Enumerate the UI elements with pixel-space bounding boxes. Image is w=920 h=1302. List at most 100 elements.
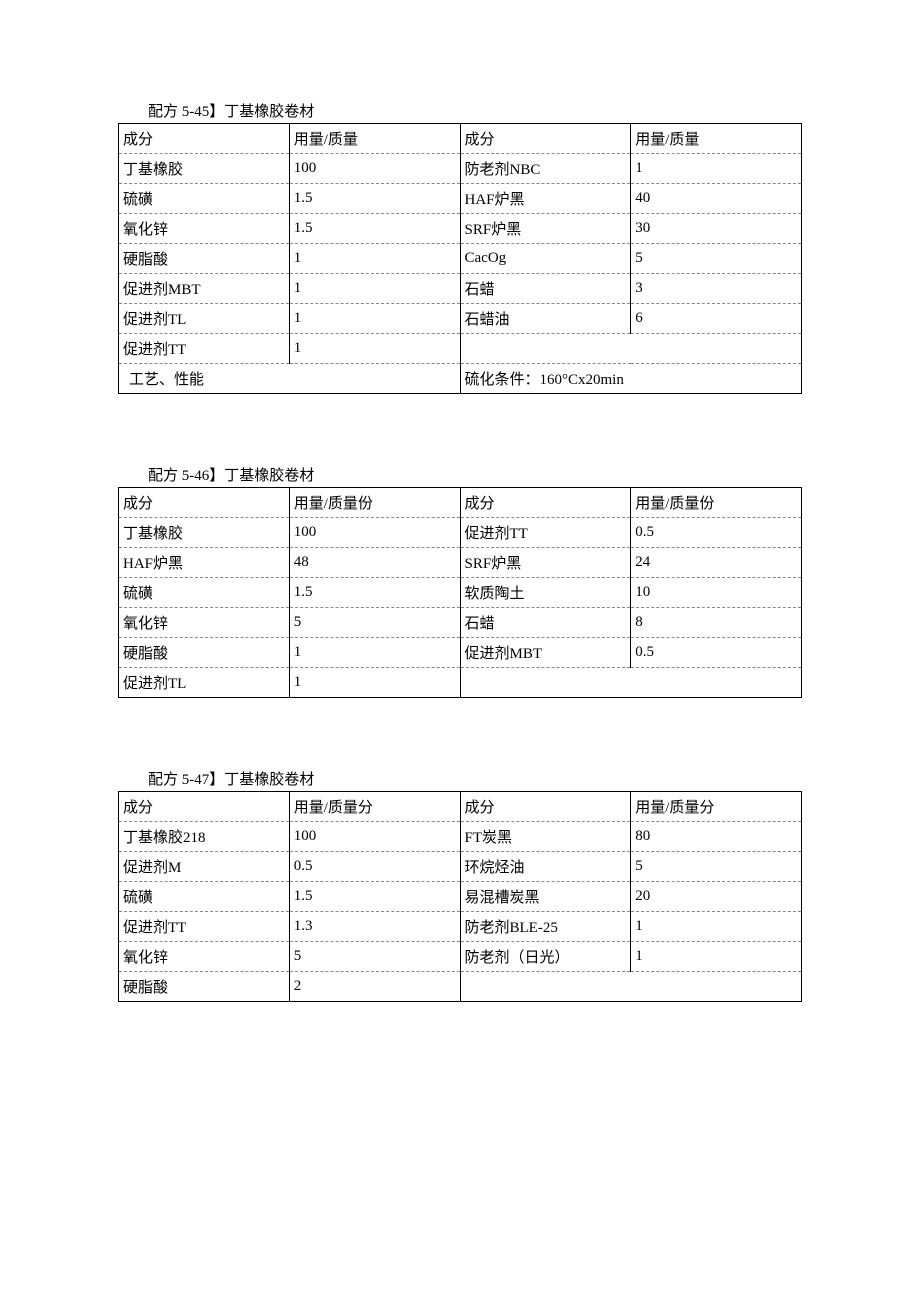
table-cell: 0.5 <box>631 638 802 668</box>
table-header-row: 成分 用量/质量份 成分 用量/质量份 <box>119 488 802 518</box>
table-cell: 硫磺 <box>119 882 290 912</box>
table-cell: 丁基橡胶218 <box>119 822 290 852</box>
table-row: 促进剂TT 1 <box>119 334 802 364</box>
table-row: 丁基橡胶 100 防老剂NBC 1 <box>119 154 802 184</box>
table-cell: 1 <box>289 668 460 698</box>
table-row: 硫磺 1.5 易混槽炭黑 20 <box>119 882 802 912</box>
table-cell: 5 <box>631 852 802 882</box>
table-cell: 促进剂M <box>119 852 290 882</box>
table-row: 促进剂TL 1 <box>119 668 802 698</box>
table-cell: 80 <box>631 822 802 852</box>
document-page: 配方 5-45】丁基橡胶卷材 成分 用量/质量 成分 用量/质量 丁基橡胶 10… <box>0 0 920 1272</box>
table-header-cell: 成分 <box>119 792 290 822</box>
table-cell: FT炭黑 <box>460 822 631 852</box>
table-header-cell: 成分 <box>460 488 631 518</box>
table-cell: 促进剂TT <box>460 518 631 548</box>
table-title: 配方 5-46】丁基橡胶卷材 <box>148 464 802 485</box>
table-row: 硫磺 1.5 软质陶土 10 <box>119 578 802 608</box>
table-cell: 24 <box>631 548 802 578</box>
table-cell: 丁基橡胶 <box>119 154 290 184</box>
table-block-5-47: 配方 5-47】丁基橡胶卷材 成分 用量/质量分 成分 用量/质量分 丁基橡胶2… <box>118 768 802 1002</box>
table-row: 丁基橡胶218 100 FT炭黑 80 <box>119 822 802 852</box>
table-cell: 促进剂TT <box>119 912 290 942</box>
table-row: 氧化锌 5 石蜡 8 <box>119 608 802 638</box>
table-row: 促进剂TL 1 石蜡油 6 <box>119 304 802 334</box>
table-header-row: 成分 用量/质量 成分 用量/质量 <box>119 124 802 154</box>
table-cell: 1 <box>631 154 802 184</box>
table-header-cell: 用量/质量分 <box>631 792 802 822</box>
table-title: 配方 5-47】丁基橡胶卷材 <box>148 768 802 789</box>
table-row: 促进剂M 0.5 环烷烃油 5 <box>119 852 802 882</box>
table-cell: 1.3 <box>289 912 460 942</box>
table-cell: 6 <box>631 304 802 334</box>
table-cell: 2 <box>289 972 460 1002</box>
table-cell: 100 <box>289 822 460 852</box>
table-cell: 0.5 <box>289 852 460 882</box>
table-cell: 5 <box>289 608 460 638</box>
table-footer-row: 工艺、性能 硫化条件：160°Cx20min <box>119 364 802 394</box>
table-cell: SRF炉黑 <box>460 548 631 578</box>
table-cell: 石蜡油 <box>460 304 631 334</box>
table-header-cell: 用量/质量 <box>289 124 460 154</box>
table-row: 丁基橡胶 100 促进剂TT 0.5 <box>119 518 802 548</box>
table-cell: 氧化锌 <box>119 214 290 244</box>
table-cell: 1 <box>289 334 460 364</box>
table-header-row: 成分 用量/质量分 成分 用量/质量分 <box>119 792 802 822</box>
table-cell: 促进剂TL <box>119 304 290 334</box>
table-cell: 1.5 <box>289 214 460 244</box>
table-cell: 易混槽炭黑 <box>460 882 631 912</box>
table-cell: 氧化锌 <box>119 942 290 972</box>
table-cell: 48 <box>289 548 460 578</box>
table-cell: 防老剂（日光） <box>460 942 631 972</box>
table-header-cell: 用量/质量 <box>631 124 802 154</box>
table-cell: 促进剂MBT <box>460 638 631 668</box>
table-cell: 硫磺 <box>119 578 290 608</box>
table-cell: 1 <box>289 274 460 304</box>
table-cell-empty <box>460 972 802 1002</box>
table-block-5-46: 配方 5-46】丁基橡胶卷材 成分 用量/质量份 成分 用量/质量份 丁基橡胶 … <box>118 464 802 698</box>
table-cell: 促进剂TL <box>119 668 290 698</box>
table-cell: SRF炉黑 <box>460 214 631 244</box>
table-row: 促进剂MBT 1 石蜡 3 <box>119 274 802 304</box>
table-cell: 1.5 <box>289 578 460 608</box>
table-cell: 8 <box>631 608 802 638</box>
formula-table-5-47: 成分 用量/质量分 成分 用量/质量分 丁基橡胶218 100 FT炭黑 80 … <box>118 791 802 1002</box>
table-cell: 硬脂酸 <box>119 972 290 1002</box>
table-cell: 1.5 <box>289 882 460 912</box>
table-cell: 1 <box>289 638 460 668</box>
table-title: 配方 5-45】丁基橡胶卷材 <box>148 100 802 121</box>
table-cell: 石蜡 <box>460 274 631 304</box>
table-cell-empty <box>460 334 802 364</box>
table-cell: 氧化锌 <box>119 608 290 638</box>
table-row: 硬脂酸 1 促进剂MBT 0.5 <box>119 638 802 668</box>
table-cell: 软质陶土 <box>460 578 631 608</box>
table-row: HAF炉黑 48 SRF炉黑 24 <box>119 548 802 578</box>
table-footer-cell: 硫化条件：160°Cx20min <box>460 364 802 394</box>
table-cell: 1 <box>289 244 460 274</box>
table-header-cell: 用量/质量分 <box>289 792 460 822</box>
formula-table-5-46: 成分 用量/质量份 成分 用量/质量份 丁基橡胶 100 促进剂TT 0.5 H… <box>118 487 802 698</box>
table-header-cell: 成分 <box>119 488 290 518</box>
table-footer-cell: 工艺、性能 <box>119 364 461 394</box>
table-cell: 硫磺 <box>119 184 290 214</box>
table-row: 硫磺 1.5 HAF炉黑 40 <box>119 184 802 214</box>
table-header-cell: 成分 <box>460 124 631 154</box>
table-cell: 1.5 <box>289 184 460 214</box>
table-header-cell: 成分 <box>119 124 290 154</box>
table-cell: 20 <box>631 882 802 912</box>
table-block-5-45: 配方 5-45】丁基橡胶卷材 成分 用量/质量 成分 用量/质量 丁基橡胶 10… <box>118 100 802 394</box>
table-cell: 1 <box>631 942 802 972</box>
table-cell: 3 <box>631 274 802 304</box>
table-cell: 5 <box>631 244 802 274</box>
table-cell: CacOg <box>460 244 631 274</box>
table-cell: 防老剂NBC <box>460 154 631 184</box>
table-cell: 石蜡 <box>460 608 631 638</box>
table-row: 氧化锌 5 防老剂（日光） 1 <box>119 942 802 972</box>
table-cell: 10 <box>631 578 802 608</box>
table-cell: 环烷烃油 <box>460 852 631 882</box>
table-cell: 100 <box>289 154 460 184</box>
table-cell: 30 <box>631 214 802 244</box>
table-cell: 硬脂酸 <box>119 638 290 668</box>
table-header-cell: 成分 <box>460 792 631 822</box>
table-cell: 100 <box>289 518 460 548</box>
